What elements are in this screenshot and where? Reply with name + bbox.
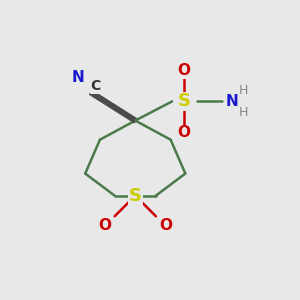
Text: O: O bbox=[160, 218, 173, 232]
Text: H: H bbox=[238, 84, 248, 97]
Text: O: O bbox=[177, 125, 190, 140]
Text: N: N bbox=[71, 70, 84, 86]
Text: O: O bbox=[177, 63, 190, 78]
Text: C: C bbox=[90, 79, 101, 93]
Text: S: S bbox=[129, 187, 142, 205]
Text: N: N bbox=[226, 94, 239, 109]
Text: O: O bbox=[98, 218, 111, 232]
Text: H: H bbox=[238, 106, 248, 119]
Text: S: S bbox=[177, 92, 190, 110]
